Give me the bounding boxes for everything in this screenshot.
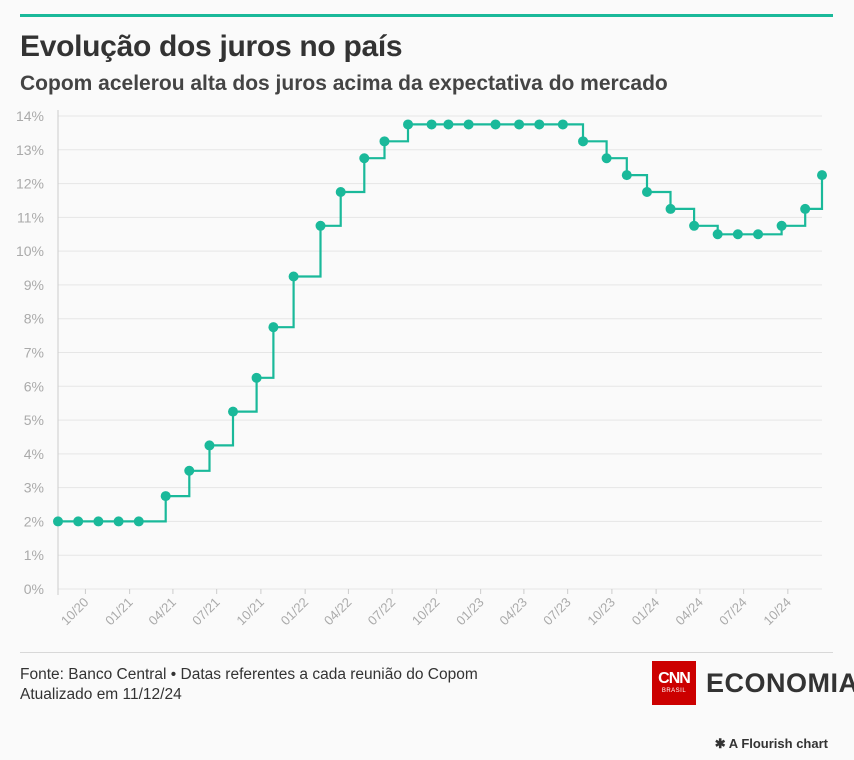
meeting-point bbox=[335, 187, 346, 198]
x-tick-label: 04/23 bbox=[496, 595, 530, 629]
meeting-point bbox=[133, 516, 144, 527]
footer-notes: Fonte: Banco Central • Datas referentes … bbox=[20, 665, 478, 705]
x-tick-label: 10/20 bbox=[58, 595, 92, 629]
x-tick-label: 01/23 bbox=[453, 595, 487, 629]
y-tick-label: 14% bbox=[16, 108, 44, 124]
y-axis: 0% 1% 2% 3% 4% 5% 6% 7% 8% 9% 10% 11% 12% 13% 14% bbox=[16, 108, 59, 597]
meeting-point bbox=[73, 516, 84, 527]
meeting-point bbox=[732, 229, 743, 240]
x-tick-label: 04/21 bbox=[145, 595, 179, 629]
meeting-point bbox=[514, 119, 525, 130]
x-tick-label: 04/22 bbox=[321, 595, 355, 629]
meeting-point bbox=[160, 491, 171, 502]
x-tick-label: 07/21 bbox=[189, 595, 223, 629]
y-tick-label: 12% bbox=[16, 176, 44, 192]
meeting-point bbox=[817, 170, 827, 181]
meeting-point bbox=[379, 136, 390, 147]
meeting-point bbox=[443, 119, 454, 130]
meeting-point bbox=[601, 153, 612, 164]
x-tick-label: 10/24 bbox=[760, 595, 794, 629]
x-tick-label: 10/23 bbox=[584, 595, 618, 629]
meeting-point bbox=[776, 220, 787, 231]
y-tick-label: 4% bbox=[24, 446, 44, 462]
y-tick-label: 1% bbox=[24, 547, 44, 563]
meeting-point bbox=[534, 119, 545, 130]
x-tick-label: 01/22 bbox=[278, 595, 312, 629]
meeting-point bbox=[578, 136, 589, 147]
meeting-point bbox=[204, 440, 215, 451]
meeting-point bbox=[665, 203, 676, 214]
meeting-point bbox=[557, 119, 568, 130]
flourish-credit-link[interactable]: ✱ A Flourish chart bbox=[715, 736, 828, 752]
x-tick-label: 07/22 bbox=[365, 595, 399, 629]
meeting-point bbox=[689, 220, 700, 231]
y-tick-label: 9% bbox=[24, 277, 44, 293]
meeting-point bbox=[712, 229, 723, 240]
chart-subtitle: Copom acelerou alta dos juros acima da e… bbox=[20, 72, 668, 95]
meeting-point bbox=[93, 516, 104, 527]
y-tick-label: 11% bbox=[17, 209, 44, 225]
meeting-point bbox=[113, 516, 124, 527]
flourish-asterisk-icon: ✱ bbox=[714, 736, 726, 751]
y-tick-label: 7% bbox=[24, 345, 44, 361]
meeting-point bbox=[641, 187, 652, 198]
footer-rule bbox=[20, 652, 833, 653]
meeting-point bbox=[268, 322, 279, 333]
meeting-point bbox=[490, 119, 501, 130]
y-tick-label: 10% bbox=[16, 243, 44, 259]
cnn-logo-word: CNN bbox=[658, 670, 691, 687]
cnn-brasil-logo: CNN BRASIL bbox=[652, 661, 696, 705]
meeting-point bbox=[426, 119, 437, 130]
meeting-point bbox=[359, 153, 370, 164]
y-tick-label: 6% bbox=[24, 378, 44, 394]
meeting-point bbox=[315, 220, 326, 231]
x-axis: 10/20 01/21 04/21 07/21 10/21 01/22 04/22 07/22… bbox=[58, 589, 794, 628]
interest-rate-chart: 0% 1% 2% 3% 4% 5% 6% 7% 8% 9% 10% 11% 12% 13% 14% 10/2… bbox=[16, 108, 827, 628]
source-note: Fonte: Banco Central • Datas referentes … bbox=[20, 666, 478, 683]
x-tick-label: 01/24 bbox=[629, 595, 663, 629]
meeting-point bbox=[621, 170, 632, 181]
y-tick-label: 2% bbox=[24, 513, 44, 529]
y-tick-label: 5% bbox=[24, 412, 44, 428]
cnn-logo-sub: BRASIL bbox=[661, 688, 687, 694]
x-tick-label: 04/24 bbox=[672, 595, 706, 629]
top-accent-rule bbox=[20, 14, 833, 17]
economia-logo-word: ECONOMIA bbox=[706, 667, 854, 698]
meeting-point bbox=[753, 229, 764, 240]
grid-lines bbox=[58, 115, 822, 590]
y-tick-label: 0% bbox=[24, 581, 44, 597]
meeting-point bbox=[800, 203, 811, 214]
x-tick-label: 01/21 bbox=[102, 595, 136, 629]
meeting-point bbox=[53, 516, 63, 527]
flourish-credit-label: A Flourish chart bbox=[728, 736, 828, 751]
x-tick-label: 07/23 bbox=[540, 595, 574, 629]
meeting-point bbox=[184, 465, 195, 476]
y-tick-label: 3% bbox=[24, 480, 44, 496]
x-tick-label: 07/24 bbox=[716, 595, 750, 629]
selic-series bbox=[53, 119, 827, 527]
meeting-point bbox=[228, 406, 239, 417]
x-tick-label: 10/21 bbox=[233, 595, 267, 629]
chart-title: Evolução dos juros no país bbox=[20, 30, 403, 63]
y-tick-label: 13% bbox=[16, 142, 44, 158]
meeting-point bbox=[288, 271, 299, 282]
updated-note: Atualizado em 11/12/24 bbox=[20, 686, 182, 703]
cnn-economia-logo[interactable]: CNN BRASIL ECONOMIA bbox=[652, 661, 854, 705]
y-tick-label: 8% bbox=[24, 311, 44, 327]
meeting-point bbox=[251, 372, 262, 383]
meeting-point bbox=[463, 119, 474, 130]
x-tick-label: 10/22 bbox=[409, 595, 443, 629]
meeting-point bbox=[403, 119, 414, 130]
selic-step-line bbox=[58, 123, 824, 523]
